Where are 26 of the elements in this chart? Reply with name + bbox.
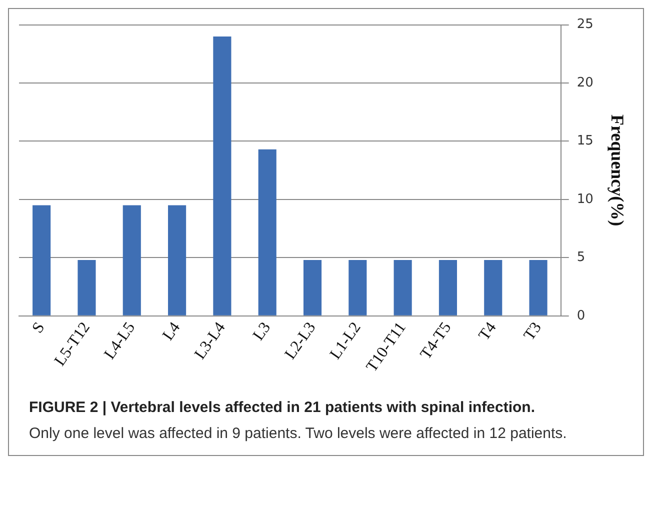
bar [303, 260, 322, 316]
x-tick-label: S [29, 319, 48, 336]
text: FIGURE 2 | Vertebral levels affected in 21 patients with spinal infection. [29, 398, 536, 418]
y-axis-title: Frequency(%) [608, 114, 628, 226]
bar [213, 36, 232, 316]
bar [484, 260, 502, 316]
bar [438, 260, 457, 316]
y-tick-label: 20 [576, 75, 594, 90]
x-tick-label: L4 [160, 319, 184, 344]
bar [258, 149, 276, 316]
bar [32, 205, 51, 316]
y-tick-label: 0 [576, 308, 586, 324]
text: Only one level was affected in 9 patients. Two levels were affected in 12 patients. [29, 424, 568, 444]
y-tick-label: 25 [576, 17, 594, 32]
y-tick-label: 15 [576, 134, 594, 149]
bar [394, 260, 412, 316]
bar [78, 260, 96, 316]
bar [529, 260, 548, 316]
bar [348, 260, 367, 316]
x-tick-label: L3 [250, 319, 274, 344]
x-tick-label: T3 [520, 319, 545, 344]
x-tick-label: T4 [476, 319, 500, 344]
y-tick-label: 10 [576, 192, 594, 207]
bar [168, 205, 186, 316]
bar [122, 205, 141, 316]
y-tick-label: 5 [576, 250, 586, 266]
